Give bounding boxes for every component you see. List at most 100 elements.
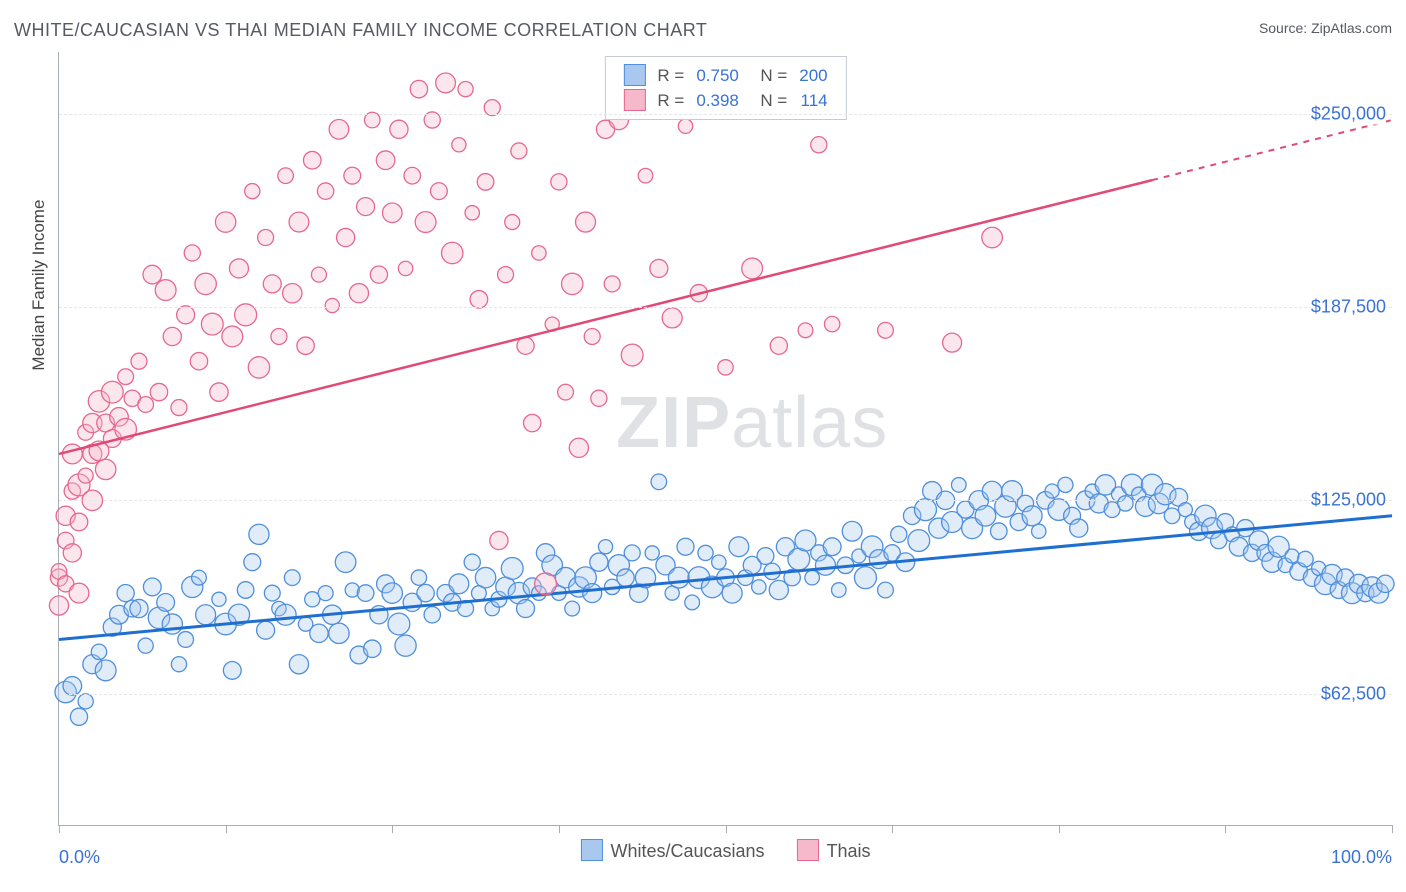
gridline	[59, 307, 1392, 308]
blue-point	[590, 553, 608, 571]
gridline	[59, 500, 1392, 501]
pink-point	[390, 120, 408, 138]
blue-point	[914, 499, 936, 521]
pink-point	[283, 283, 302, 302]
blue-point	[624, 545, 640, 561]
blue-point	[815, 555, 835, 575]
blue-point	[329, 623, 349, 643]
blue-point	[244, 554, 261, 571]
pink-point	[824, 316, 839, 331]
pink-point	[943, 333, 962, 352]
pink-point	[477, 174, 494, 191]
x-tick	[1225, 825, 1226, 833]
pink-point	[452, 138, 466, 152]
blue-point	[823, 538, 841, 556]
blue-point	[63, 677, 82, 696]
blue-point	[196, 605, 216, 625]
blue-point	[951, 478, 966, 493]
pink-point	[742, 258, 763, 279]
pink-point	[410, 80, 427, 97]
blue-point	[854, 567, 876, 589]
pink-point	[155, 280, 176, 301]
legend-row: R =0.750 N =200	[617, 63, 833, 88]
blue-point	[1045, 484, 1059, 498]
pink-point	[271, 328, 287, 344]
pink-point	[576, 212, 596, 232]
pink-point	[511, 143, 527, 159]
blue-point	[417, 584, 434, 601]
blue-point	[284, 570, 300, 586]
blue-point	[223, 662, 241, 680]
blue-point	[1070, 519, 1088, 537]
pink-point	[131, 353, 147, 369]
blue-point	[565, 601, 580, 616]
chart-area: ZIPatlas R =0.750 N =200R =0.398 N =114 …	[14, 52, 1392, 874]
pink-point	[311, 267, 326, 282]
pink-point	[490, 531, 508, 549]
pink-point	[650, 259, 668, 277]
blue-point	[1118, 496, 1133, 511]
blue-point	[583, 584, 602, 603]
blue-point	[668, 567, 689, 588]
pink-point	[317, 183, 333, 199]
blue-point	[95, 660, 116, 681]
blue-point	[382, 583, 402, 603]
x-tick	[1392, 825, 1393, 833]
blue-point	[685, 595, 700, 610]
pink-point	[258, 230, 274, 246]
x-axis-min-label: 0.0%	[59, 847, 100, 868]
x-tick	[559, 825, 560, 833]
x-tick	[226, 825, 227, 833]
blue-point	[1022, 506, 1042, 526]
pink-point	[470, 291, 488, 309]
pink-point	[349, 284, 368, 303]
blue-point	[171, 657, 186, 672]
blue-point	[722, 583, 742, 603]
blue-point	[212, 592, 226, 606]
y-tick-label: $62,500	[1321, 683, 1386, 704]
pink-point	[344, 167, 361, 184]
pink-point	[770, 337, 787, 354]
pink-point	[535, 573, 557, 595]
blue-point	[990, 523, 1007, 540]
pink-point	[458, 82, 473, 97]
correlation-legend: R =0.750 N =200R =0.398 N =114	[604, 56, 846, 120]
blue-point	[257, 621, 275, 639]
blue-point	[264, 585, 280, 601]
pink-point	[215, 212, 235, 232]
blue-point	[842, 521, 862, 541]
legend-item: Whites/Caucasians	[580, 839, 764, 862]
chart-svg	[59, 52, 1392, 825]
pink-point	[442, 242, 463, 263]
blue-point	[289, 655, 308, 674]
blue-point	[335, 552, 356, 573]
y-tick-label: $250,000	[1311, 103, 1386, 124]
blue-point	[78, 694, 93, 709]
blue-point	[617, 569, 634, 586]
pink-point	[329, 120, 349, 140]
pink-point	[70, 513, 88, 531]
y-tick-label: $187,500	[1311, 297, 1386, 318]
pink-point	[184, 245, 200, 261]
pink-point	[171, 400, 187, 416]
blue-point	[1058, 477, 1073, 492]
x-axis-max-label: 100.0%	[1331, 847, 1392, 868]
pink-point	[431, 183, 448, 200]
y-tick-label: $125,000	[1311, 490, 1386, 511]
pink-point	[248, 357, 269, 378]
blue-point	[752, 580, 766, 594]
pink-point	[163, 327, 181, 345]
pink-point	[336, 228, 354, 246]
pink-point	[263, 275, 281, 293]
pink-point	[177, 306, 195, 324]
pink-point	[678, 119, 692, 133]
pink-point	[551, 174, 567, 190]
pink-point	[604, 276, 620, 292]
pink-point	[63, 544, 81, 562]
blue-point	[1377, 575, 1394, 592]
blue-point	[475, 567, 495, 587]
blue-point	[975, 506, 996, 527]
blue-point	[310, 624, 328, 642]
pink-point	[95, 459, 115, 479]
blue-point	[275, 604, 296, 625]
